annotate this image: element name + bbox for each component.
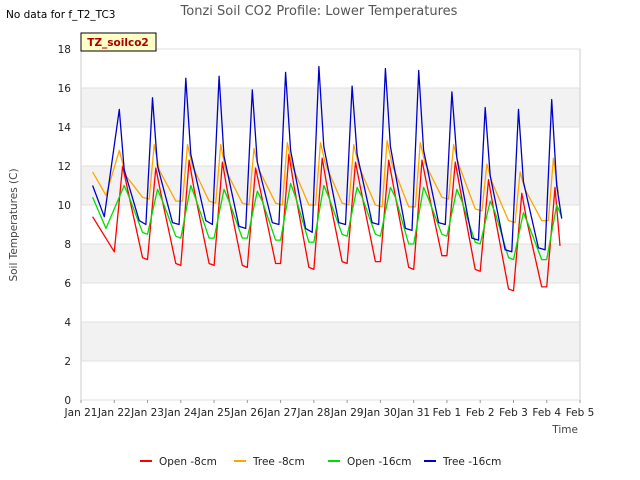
- plot-band: [81, 322, 580, 361]
- x-tick-label: Jan 30: [363, 407, 397, 419]
- series-line: [92, 182, 563, 261]
- y-tick-label: 18: [58, 44, 71, 56]
- x-tick-label: Jan 25: [197, 407, 231, 419]
- x-tick-label: Feb 2: [466, 407, 495, 419]
- x-tick-label: Jan 24: [163, 407, 197, 419]
- plot-band: [81, 166, 580, 205]
- series-line: [92, 139, 560, 224]
- y-axis-label: Soil Temperatures (C): [8, 168, 20, 281]
- plot-band: [81, 205, 580, 244]
- grid-lines: [81, 48, 580, 401]
- y-tick-label: 4: [64, 317, 71, 329]
- y-tick-labels: 0 2 4 6 8 10 12 14 16 18: [58, 44, 72, 407]
- badge-label: TZ_soilco2: [87, 37, 148, 49]
- y-tick-label: 14: [58, 122, 72, 134]
- x-tick-label: Feb 4: [532, 407, 561, 419]
- series-line: [92, 153, 561, 292]
- y-tick-label: 10: [58, 200, 71, 212]
- legend: Open -8cm Tree -8cm Open -16cm Tree -16cm: [140, 456, 501, 468]
- plot-band: [81, 283, 580, 322]
- x-axis-label: Time: [551, 424, 578, 436]
- x-tick-label: Jan 29: [330, 407, 364, 419]
- x-tick-label: Jan 27: [263, 407, 297, 419]
- x-tick-label: Feb 1: [433, 407, 462, 419]
- x-tick-label: Jan 21: [64, 407, 98, 419]
- x-tick-label: Jan 31: [396, 407, 430, 419]
- y-tick-label: 16: [58, 83, 72, 95]
- legend-label: Open -16cm: [347, 456, 412, 468]
- x-tick-label: Jan 26: [230, 407, 264, 419]
- series-lines: [91, 65, 563, 292]
- y-tick-label: 12: [58, 161, 71, 173]
- series-line: [91, 65, 563, 253]
- no-data-message: No data for f_T2_TC3: [6, 9, 115, 21]
- x-tick-labels: Jan 21 Jan 22 Jan 23 Jan 24 Jan 25 Jan 26 Jan …: [64, 400, 595, 419]
- legend-label: Tree -8cm: [252, 456, 305, 468]
- y-tick-label: 0: [64, 395, 71, 407]
- plot-band: [81, 127, 580, 166]
- legend-label: Open -8cm: [159, 456, 217, 468]
- x-tick-label: Feb 5: [566, 407, 595, 419]
- plot-band: [81, 244, 580, 283]
- x-tick-label: Jan 28: [296, 407, 330, 419]
- plot-band: [81, 88, 580, 127]
- chart-title: Tonzi Soil CO2 Profile: Lower Temperatur…: [180, 4, 458, 19]
- y-tick-label: 8: [64, 239, 71, 251]
- x-tick-label: Feb 3: [499, 407, 528, 419]
- plot-band: [81, 49, 580, 88]
- plot-background: [81, 49, 580, 400]
- x-tick-label: Jan 23: [130, 407, 164, 419]
- legend-label: Tree -16cm: [442, 456, 501, 468]
- x-tick-label: Jan 22: [97, 407, 131, 419]
- y-tick-label: 6: [64, 278, 71, 290]
- badge-box: [80, 32, 157, 52]
- y-tick-label: 2: [64, 356, 71, 368]
- badge: TZ_soilco2: [80, 32, 157, 52]
- plot-band: [81, 361, 580, 400]
